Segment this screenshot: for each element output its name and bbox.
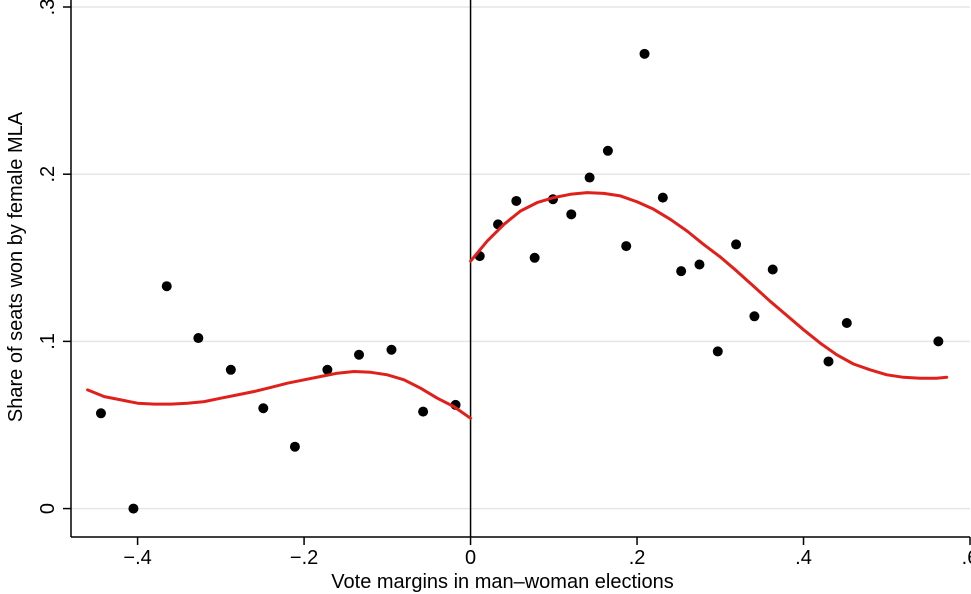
x-tick-label-3: .2 (629, 547, 646, 569)
x-ticks: −.4 −.2 0 .2 .4 .6 (123, 537, 971, 569)
data-point-9 (386, 344, 397, 355)
data-point-23 (676, 266, 687, 277)
data-point-7 (322, 364, 333, 375)
data-point-10 (418, 406, 429, 417)
data-point-2 (161, 281, 172, 292)
data-point-19 (602, 145, 613, 156)
data-point-6 (289, 441, 300, 452)
x-tick-label-2: 0 (465, 547, 476, 569)
data-point-18 (584, 172, 595, 183)
data-point-24 (694, 259, 705, 270)
y-axis-title: Share of seats won by female MLA (5, 111, 27, 422)
scatter-points (95, 48, 944, 514)
data-point-5 (258, 403, 269, 414)
data-point-15 (529, 252, 540, 263)
data-point-21 (639, 48, 650, 59)
data-point-22 (657, 192, 668, 203)
data-point-28 (767, 264, 778, 275)
x-tick-label-5: .6 (962, 547, 971, 569)
data-point-30 (841, 317, 852, 328)
data-point-20 (621, 241, 632, 252)
data-point-29 (823, 356, 834, 367)
x-tick-label-4: .4 (795, 547, 812, 569)
data-point-1 (128, 503, 139, 514)
data-point-27 (749, 311, 760, 322)
y-ticks: 0 .1 .2 .3 (37, 0, 71, 514)
y-tick-label-0: 0 (37, 503, 59, 514)
data-point-4 (225, 364, 236, 375)
fit-curves (86, 191, 949, 420)
data-point-0 (95, 408, 106, 419)
y-tick-label-2: .2 (37, 166, 59, 183)
fit-curve-left (86, 370, 473, 420)
x-tick-label-1: −.2 (290, 547, 318, 569)
x-axis-title: Vote margins in man–woman elections (331, 571, 673, 593)
gridlines (71, 6, 970, 510)
y-tick-label-1: .1 (37, 333, 59, 350)
data-point-31 (933, 336, 944, 347)
data-point-8 (354, 349, 365, 360)
data-point-14 (511, 195, 522, 206)
fit-curve-right (469, 191, 949, 380)
x-tick-label-0: −.4 (123, 547, 151, 569)
y-tick-label-3: .3 (37, 0, 59, 15)
data-point-26 (731, 239, 742, 250)
data-point-3 (193, 333, 204, 344)
data-point-25 (712, 346, 723, 357)
axes (70, 0, 970, 538)
data-point-17 (566, 209, 577, 220)
